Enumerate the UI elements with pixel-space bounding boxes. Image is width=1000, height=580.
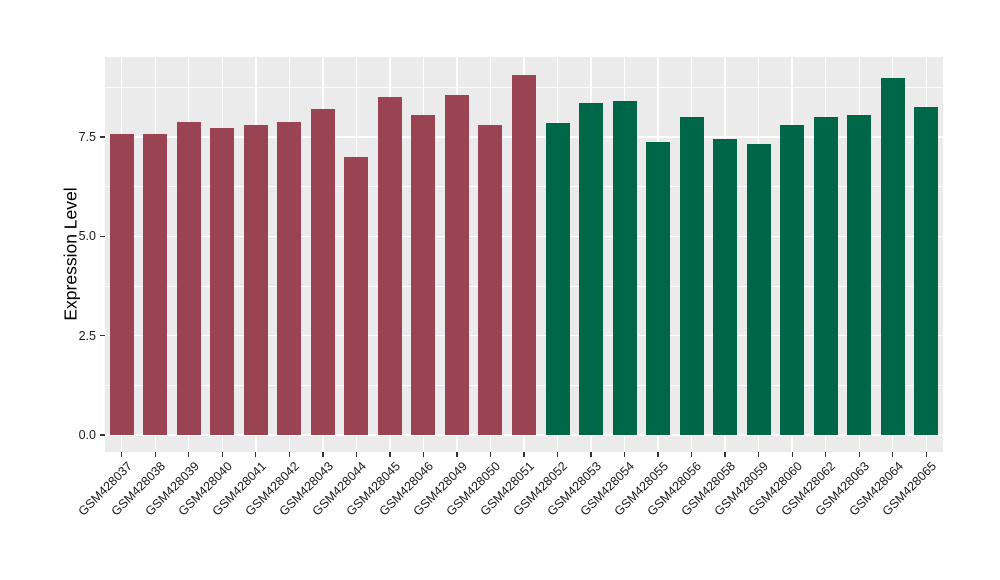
- x-tick-mark: [623, 452, 626, 457]
- x-tick-mark: [389, 452, 391, 457]
- bar-GSM428041: [243, 125, 268, 435]
- y-tick-label: 7.5: [78, 130, 96, 145]
- bar-GSM428052: [545, 122, 570, 435]
- x-tick-mark: [154, 452, 156, 457]
- bar-GSM428039: [176, 121, 201, 435]
- x-tick-mark: [121, 452, 123, 457]
- bar-GSM428064: [880, 78, 905, 435]
- x-tick-mark: [892, 452, 894, 457]
- bar-GSM428060: [780, 124, 805, 435]
- bar-GSM428056: [679, 117, 704, 435]
- y-tick-mark: [100, 235, 105, 238]
- y-tick-mark: [100, 434, 105, 436]
- bar-GSM428037: [109, 133, 134, 435]
- x-tick-mark: [288, 452, 290, 457]
- bar-GSM428054: [612, 100, 637, 435]
- bar-GSM428059: [746, 144, 771, 435]
- x-tick-mark: [757, 452, 760, 457]
- x-tick-mark: [456, 452, 458, 457]
- plot-panel: [105, 57, 943, 452]
- x-tick-mark: [690, 452, 693, 457]
- x-tick-mark: [590, 452, 592, 457]
- bar-GSM428065: [914, 107, 939, 435]
- bar-GSM428044: [344, 156, 369, 435]
- y-tick-label: 0.0: [78, 428, 96, 442]
- x-tick-mark: [556, 452, 559, 457]
- x-tick-mark: [925, 452, 927, 457]
- bar-GSM428038: [143, 133, 168, 435]
- y-tick-mark: [100, 335, 105, 337]
- major-gridline: [105, 434, 943, 436]
- x-tick-mark: [523, 452, 525, 457]
- x-tick-mark: [724, 452, 726, 457]
- x-tick-mark: [422, 452, 425, 457]
- bar-GSM428051: [512, 74, 536, 435]
- bar-GSM428050: [478, 124, 503, 435]
- y-axis-title: Expression Level: [60, 187, 81, 321]
- x-tick-mark: [489, 452, 492, 457]
- bar-GSM428049: [444, 94, 469, 435]
- x-tick-mark: [322, 452, 324, 457]
- x-tick-mark: [657, 452, 659, 457]
- y-tick-label: 2.5: [78, 328, 96, 343]
- bar-GSM428042: [277, 122, 302, 435]
- x-tick-mark: [221, 452, 223, 457]
- y-tick-mark: [100, 136, 105, 138]
- x-tick-mark: [791, 452, 793, 457]
- y-tick-label: 5.0: [78, 229, 96, 244]
- bar-GSM428058: [713, 139, 738, 435]
- bar-GSM428063: [847, 114, 872, 435]
- bar-GSM428062: [813, 116, 838, 435]
- x-tick-mark: [188, 452, 190, 457]
- x-tick-mark: [255, 452, 257, 457]
- bar-GSM428045: [377, 96, 402, 435]
- x-tick-mark: [858, 452, 860, 457]
- bar-GSM428046: [411, 115, 436, 435]
- bar-GSM428043: [310, 108, 335, 435]
- bar-GSM428055: [646, 141, 671, 435]
- x-tick-mark: [355, 452, 358, 457]
- x-tick-mark: [825, 452, 827, 457]
- bar-GSM428053: [579, 102, 604, 435]
- bar-GSM428040: [210, 128, 235, 435]
